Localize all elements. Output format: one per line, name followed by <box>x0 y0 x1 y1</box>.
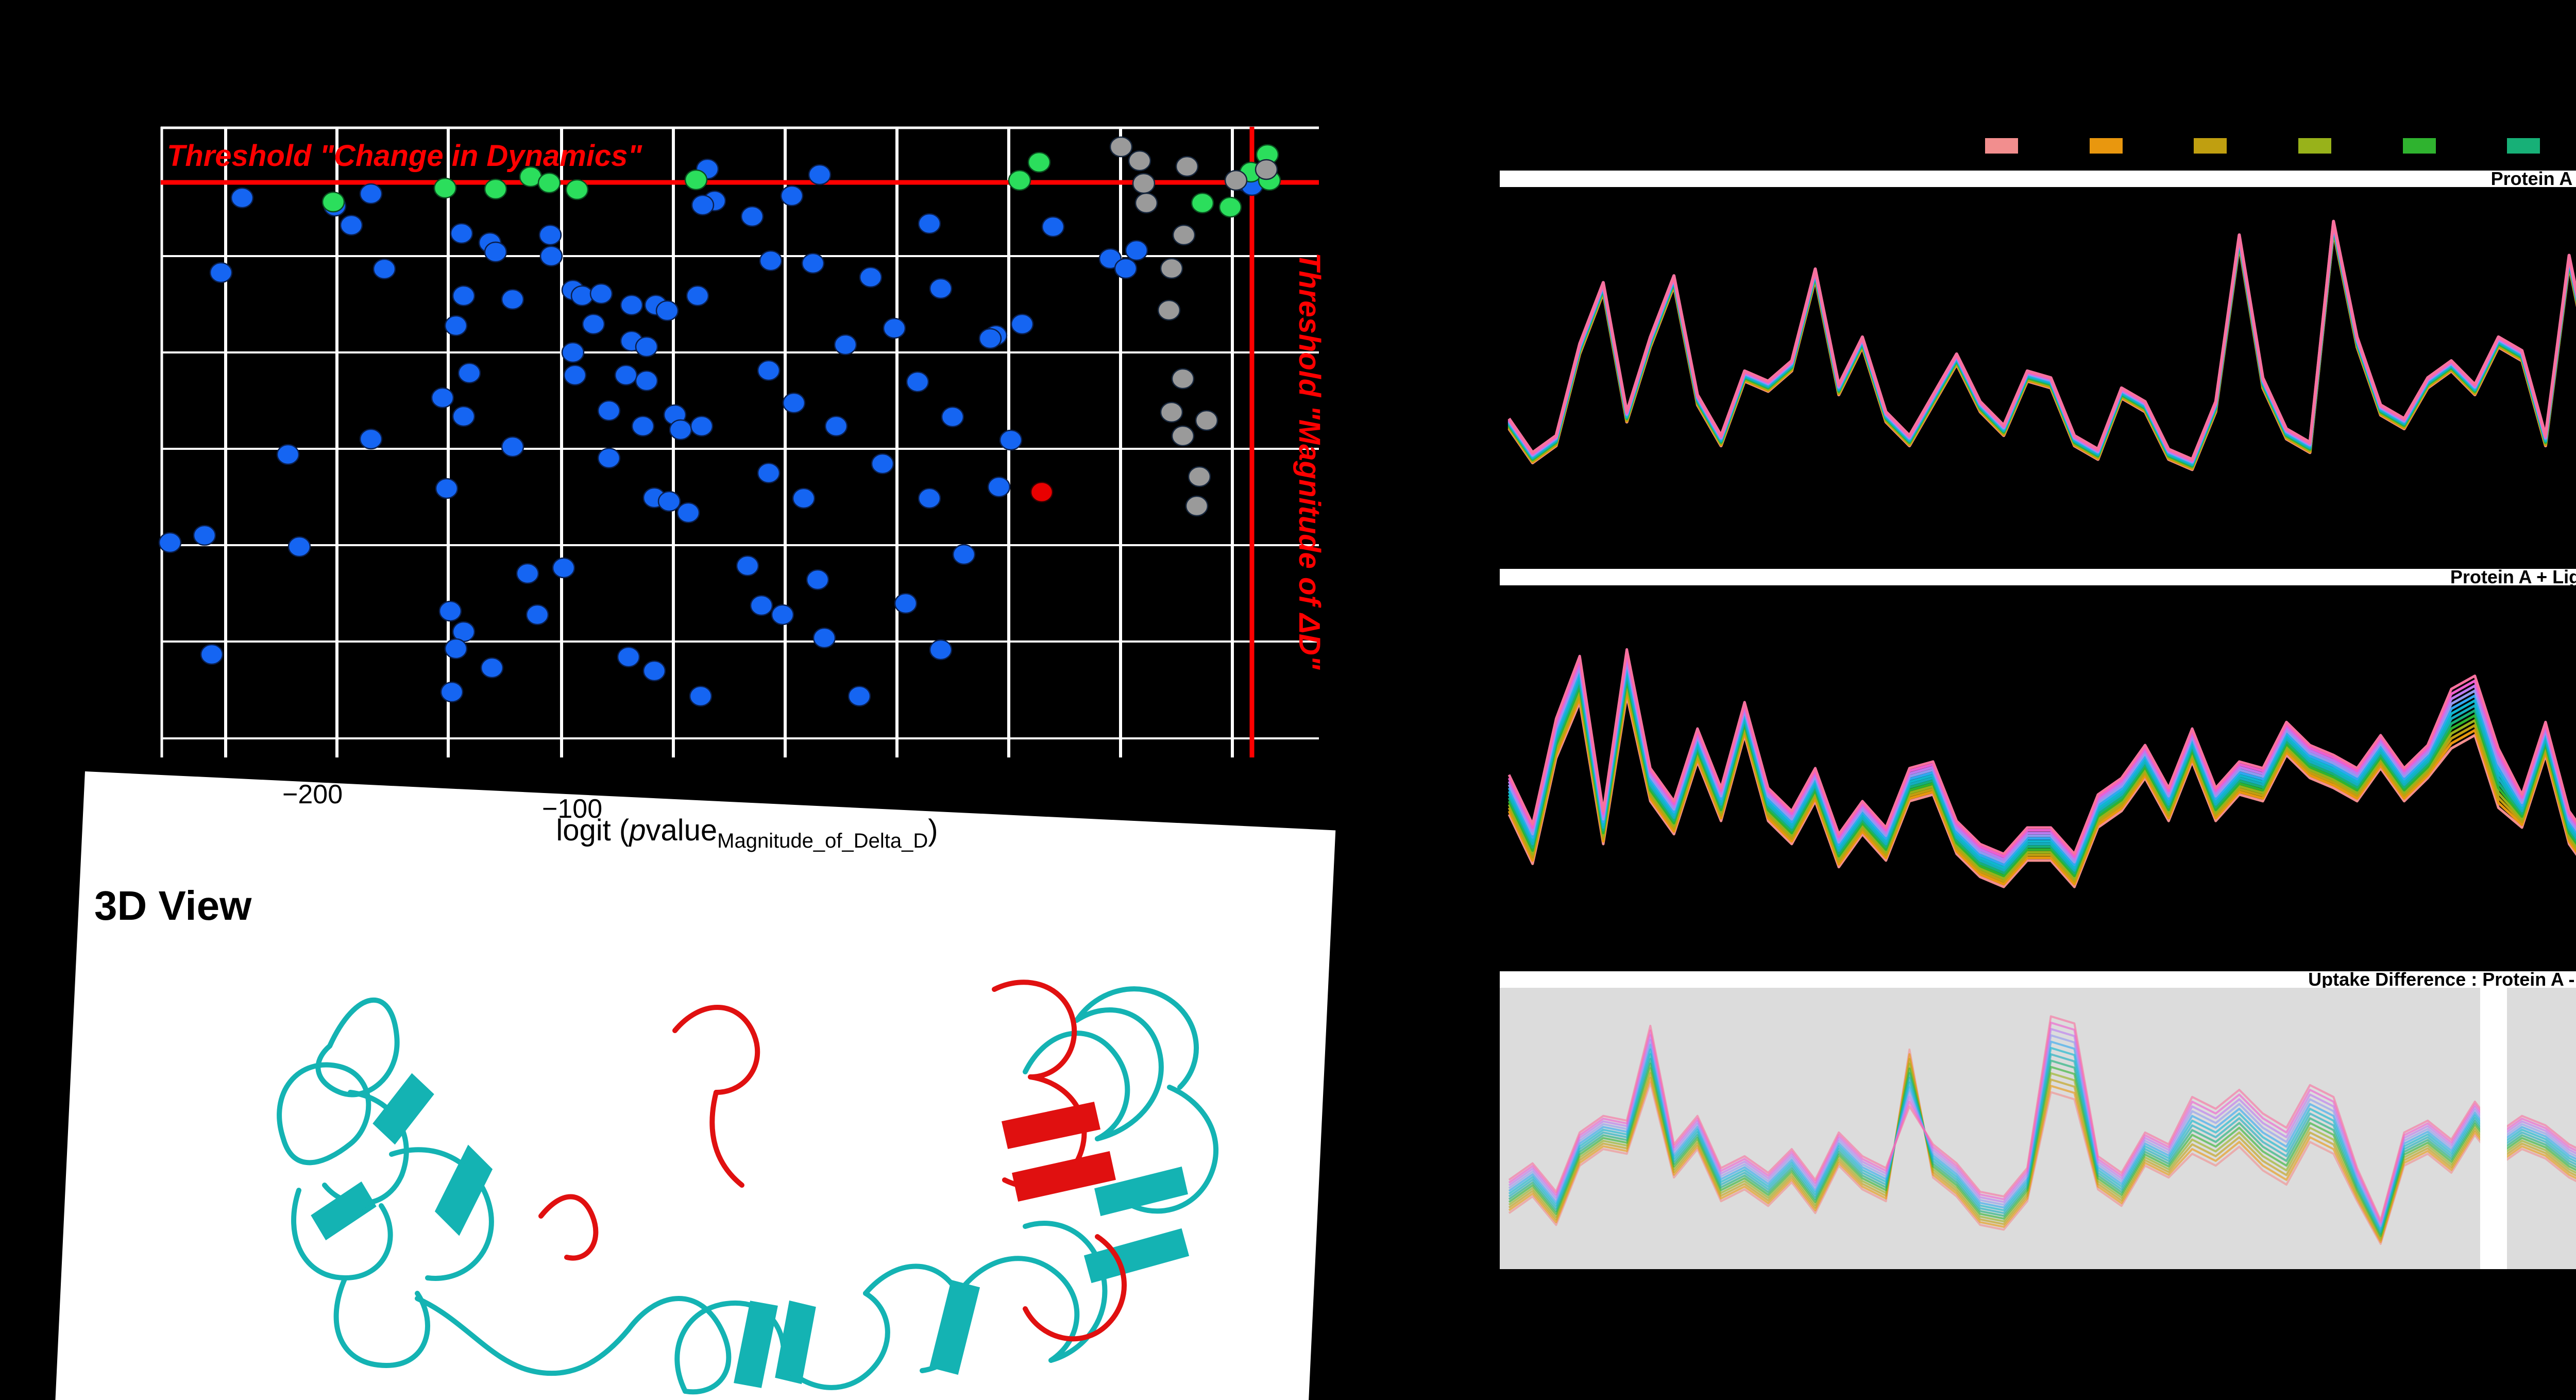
threshold-magnitude-label: Threshold "Magnitude of ΔD" <box>1293 252 1326 670</box>
ribbon-strand-teal <box>311 1181 377 1241</box>
ribbon-strand-red <box>1012 1151 1116 1202</box>
ribbon-strand-red <box>709 1090 744 1188</box>
ribbon-strand-teal <box>1023 1031 1130 1141</box>
protein-ribbon-image[interactable] <box>222 969 1355 1400</box>
chart-title-protein-a: Protein A <box>1500 170 2576 188</box>
ribbon-strand-teal <box>775 1300 816 1385</box>
missing-peptide-gap <box>2480 988 2507 1269</box>
chart-series-lines <box>1507 220 2576 471</box>
volcano-points-blue <box>158 158 1277 707</box>
ribbon-strand-red <box>1001 1102 1101 1149</box>
ribbon-strand-red <box>1023 1234 1127 1342</box>
chart-title-uptake-difference: Uptake Difference : Protein A - (Protein… <box>1500 970 2576 989</box>
ribbon-strand-teal <box>333 1275 430 1369</box>
ribbon-strand-teal <box>1121 1085 1218 1214</box>
ribbon-strand-red <box>538 1194 599 1261</box>
ribbon-strand-teal <box>389 1147 494 1281</box>
volcano-plot-canvas[interactable]: Threshold "Change in Dynamics" Threshold … <box>158 126 1326 757</box>
x-tick--100: −100 <box>542 794 603 824</box>
ribbon-strand-teal <box>315 997 400 1098</box>
threshold-change-in-dynamics-label: Threshold "Change in Dynamics" <box>167 139 642 173</box>
volcano-points-green <box>321 144 1281 218</box>
legend-swatch-timepoint-6[interactable] <box>2507 138 2540 154</box>
uptake-chart-protein-a[interactable] <box>1500 187 2576 563</box>
chart-title-protein-a-ligand: Protein A + Ligand <box>1500 568 2576 586</box>
ribbon-strand-teal <box>929 1279 980 1375</box>
ribbon-strand-teal <box>1083 1228 1190 1284</box>
ribbon-strand-red <box>992 980 1077 1079</box>
ribbon-strand-teal <box>734 1301 778 1388</box>
volcano-points-gray <box>1109 136 1278 517</box>
chart-series-lines <box>1508 1015 2576 1245</box>
legend-swatch-timepoint-3[interactable] <box>2194 138 2227 154</box>
legend-swatch-timepoint-1[interactable] <box>1985 138 2018 154</box>
ribbon-strand-teal <box>372 1073 434 1145</box>
ribbon-strand-teal <box>956 1256 1080 1363</box>
chart-series-lines <box>1507 648 2576 888</box>
uptake-difference-chart[interactable] <box>1500 988 2576 1269</box>
legend-swatch-timepoint-5[interactable] <box>2402 138 2436 154</box>
x-axis-title: logit (pvalueMagnitude_of_Delta_D) <box>556 814 938 852</box>
ribbon-strand-teal <box>434 1144 493 1236</box>
timepoint-legend <box>1985 138 2576 154</box>
x-tick--200: −200 <box>282 780 343 809</box>
ribbon-strand-teal <box>1074 1007 1164 1141</box>
uptake-chart-protein-a-ligand[interactable] <box>1500 587 2576 969</box>
ribbon-strand-teal <box>1094 1166 1188 1217</box>
volcano-points-red <box>1030 481 1054 503</box>
ribbon-strand-red <box>672 1005 760 1095</box>
ribbon-strand-teal <box>781 1291 890 1390</box>
legend-swatch-timepoint-4[interactable] <box>2298 138 2331 154</box>
legend-swatch-timepoint-2[interactable] <box>2089 138 2123 154</box>
ribbon-strand-teal <box>626 1296 732 1395</box>
3d-view-title: 3D View <box>94 883 252 929</box>
ribbon-strand-teal <box>1074 986 1199 1090</box>
ribbon-strand-teal <box>415 1296 631 1376</box>
ribbon-strand-teal <box>674 1300 787 1394</box>
